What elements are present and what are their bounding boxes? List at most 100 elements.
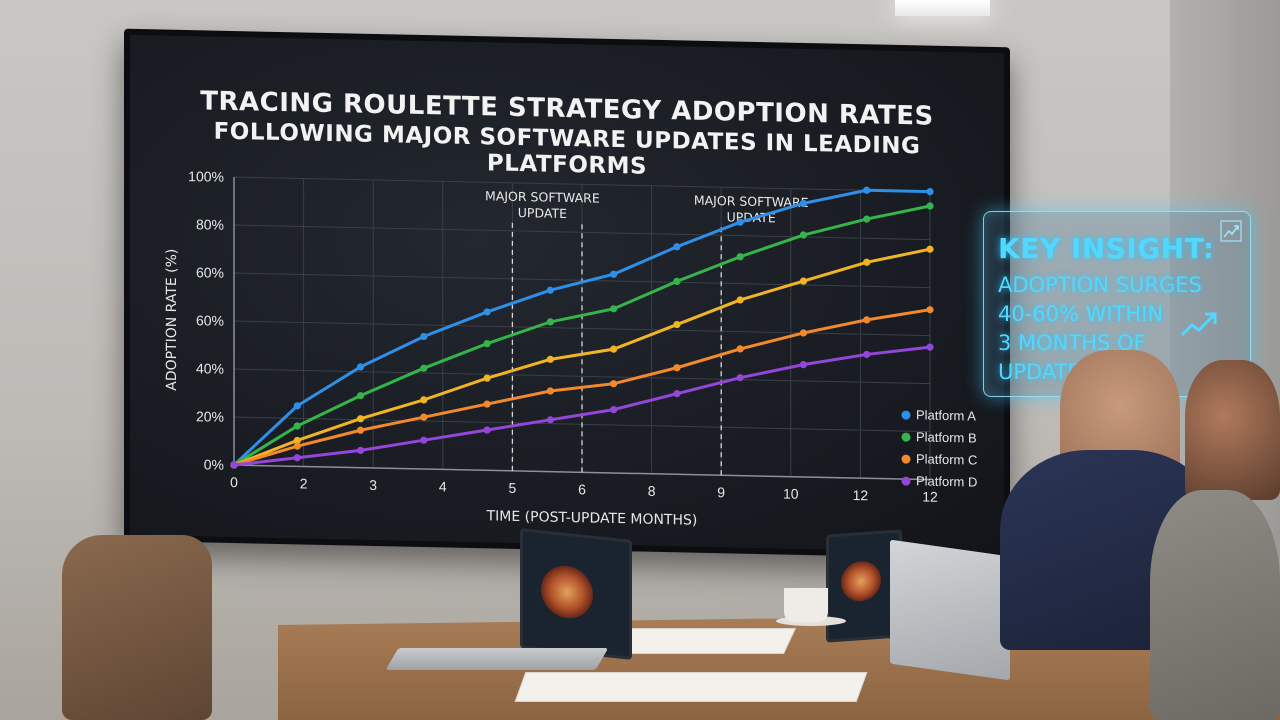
display-screen: Tracing Roulette Strategy Adoption Rates… [124, 28, 1010, 560]
data-point [799, 329, 808, 337]
data-point [483, 340, 491, 348]
legend-label: Platform D [916, 473, 977, 489]
chart-trend-icon [1220, 220, 1242, 242]
data-point [293, 454, 301, 462]
data-point [230, 461, 238, 469]
data-point [863, 316, 871, 324]
data-point [293, 436, 301, 445]
data-point [736, 218, 744, 226]
data-point [483, 374, 491, 382]
update-annotation: UPDATE [518, 205, 567, 221]
data-point [673, 243, 681, 251]
x-tick-label: 5 [509, 480, 517, 496]
woman-body [1150, 490, 1280, 720]
y-axis-label: ADOPTION RATE (%) [164, 248, 180, 390]
data-point [736, 253, 744, 261]
y-tick-label: 60% [196, 312, 224, 329]
legend-label: Platform A [916, 407, 976, 423]
data-point [356, 446, 365, 454]
data-point [673, 390, 681, 398]
data-point [736, 296, 744, 304]
data-point [610, 406, 618, 414]
x-tick-label: 6 [578, 481, 586, 497]
legend-label: Platform C [916, 451, 977, 467]
data-point [610, 345, 618, 353]
series-line [233, 247, 931, 467]
data-point [863, 215, 871, 223]
data-point [673, 277, 681, 285]
data-point [483, 308, 491, 316]
data-point [546, 318, 554, 326]
y-tick-label: 20% [196, 408, 224, 425]
data-point [546, 286, 554, 294]
data-point [356, 415, 365, 423]
legend-label: Platform B [916, 429, 977, 445]
data-point [799, 361, 808, 369]
data-point [293, 422, 301, 430]
data-point [863, 258, 871, 266]
insight-line: Adoption surges [998, 273, 1202, 297]
data-point [483, 426, 491, 434]
data-point [293, 442, 301, 450]
coffee-mug [784, 588, 828, 622]
data-point [483, 400, 491, 408]
data-point [420, 332, 428, 341]
legend-marker [901, 476, 911, 486]
y-tick-label: 40% [196, 360, 224, 377]
data-point [546, 387, 554, 395]
data-point [799, 199, 808, 207]
x-tick-label: 10 [783, 486, 799, 502]
insight-title: Key Insight: [998, 232, 1215, 265]
data-point [926, 343, 934, 351]
trend-up-icon [1180, 312, 1217, 337]
data-point [863, 350, 871, 359]
data-point [926, 188, 934, 196]
data-point [673, 320, 681, 329]
legend-marker [901, 454, 911, 464]
data-point [736, 374, 744, 382]
x-tick-label: 8 [648, 483, 656, 499]
office-chair [62, 535, 212, 720]
data-point [799, 231, 808, 239]
data-point [546, 416, 554, 424]
data-point [610, 305, 618, 313]
data-point [546, 355, 554, 363]
data-point [863, 186, 871, 194]
y-tick-label: 0% [204, 456, 224, 472]
roulette-wheel-icon [841, 559, 881, 603]
insight-line: 40-60% within [998, 302, 1164, 326]
chart-panel: Tracing Roulette Strategy Adoption Rates… [130, 34, 1004, 554]
data-point [926, 202, 934, 210]
legend-marker [901, 432, 911, 442]
x-tick-label: 12 [922, 488, 938, 504]
data-point [420, 436, 428, 444]
line-chart: 0% 20% 40% 60% 60% 80% 100% 0 2 3 4 5 6 8 9 10 12 12 MAJOR… [164, 168, 977, 529]
paper-sheet [514, 672, 868, 702]
data-point [610, 380, 618, 388]
data-point [610, 270, 618, 278]
x-tick-label: 4 [439, 478, 447, 494]
roulette-wheel-icon [541, 563, 593, 621]
update-annotation: MAJOR SOFTWARE [694, 193, 809, 210]
paper-sheet [611, 628, 797, 654]
x-tick-label: 2 [300, 475, 308, 491]
woman-head [1185, 360, 1280, 500]
x-tick-label: 3 [369, 477, 377, 493]
x-tick-label: 9 [717, 484, 725, 500]
x-tick-label: 12 [853, 487, 869, 503]
y-tick-label: 80% [196, 216, 224, 233]
data-point [926, 306, 934, 314]
legend-marker [901, 410, 911, 420]
data-point [356, 426, 365, 434]
data-point [673, 364, 681, 372]
data-point [420, 396, 428, 404]
series-line [232, 188, 930, 467]
data-point [736, 345, 744, 353]
series-line [233, 345, 931, 467]
laptop-keyboard [385, 648, 609, 670]
ceiling-light [895, 0, 990, 16]
series-line [233, 204, 931, 467]
data-point [356, 363, 365, 371]
y-tick-label: 100% [188, 168, 224, 185]
data-point [293, 402, 301, 410]
